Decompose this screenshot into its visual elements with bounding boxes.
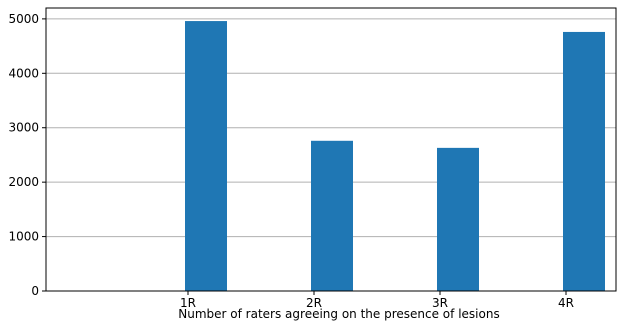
x-axis-ticks: 1R 2R 3R 4R	[180, 291, 574, 310]
y-axis-ticks: 0 1000 2000 3000 4000 5000	[8, 12, 46, 298]
x-axis-label: Number of raters agreeing on the presenc…	[178, 307, 499, 321]
plot-frame	[45, 7, 617, 292]
bar-3r	[437, 147, 479, 291]
bar-1r	[185, 21, 227, 292]
y-tick-label: 5000	[8, 12, 39, 26]
y-tick-label: 4000	[8, 66, 39, 80]
x-tick-label: 4R	[558, 296, 574, 310]
bar-2r	[311, 140, 353, 291]
bars	[185, 21, 605, 292]
y-tick-label: 1000	[8, 230, 39, 244]
x-tick-label: 2R	[306, 296, 322, 310]
x-tick-label: 3R	[432, 296, 448, 310]
y-tick-label: 0	[31, 284, 39, 298]
y-tick-label: 3000	[8, 121, 39, 135]
y-tick-label: 2000	[8, 175, 39, 189]
bar-4r	[563, 31, 605, 291]
x-tick-label: 1R	[180, 296, 196, 310]
